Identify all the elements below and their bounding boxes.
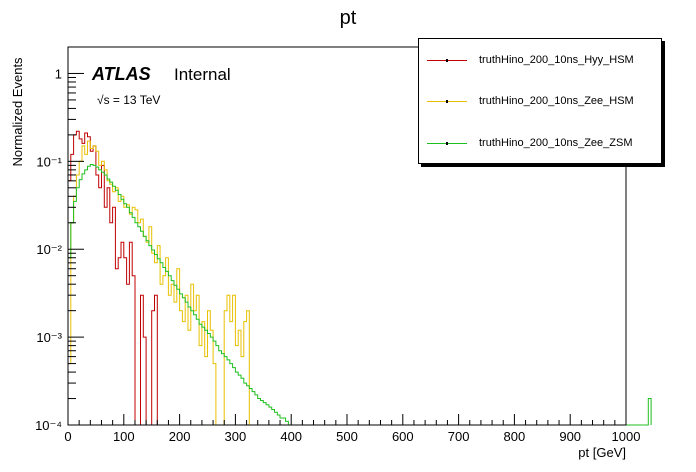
x-tick-label: 500 bbox=[336, 429, 358, 444]
y-tick-label: 10⁻³ bbox=[36, 330, 62, 345]
legend-swatch-zee-zsm bbox=[427, 141, 467, 145]
energy-label: √s = 13 TeV bbox=[97, 93, 160, 107]
chart-title: pt bbox=[340, 7, 357, 29]
x-tick-label: 400 bbox=[280, 429, 302, 444]
atlas-label: ATLAS bbox=[91, 64, 151, 84]
y-tick-label: 10⁻¹ bbox=[36, 154, 62, 169]
x-tick-label: 100 bbox=[113, 429, 135, 444]
legend-swatch-zee-hsm bbox=[427, 99, 467, 103]
x-axis: 0 100 200 300 400 500 600 700 800 900 1000 bbox=[64, 414, 640, 444]
y-axis-label: Normalized Events bbox=[10, 57, 25, 167]
series-line-1 bbox=[67, 140, 258, 426]
x-axis-label: pt [GeV] bbox=[578, 445, 626, 460]
y-tick-label: 1 bbox=[55, 66, 62, 81]
x-tick-label: 1000 bbox=[612, 429, 641, 444]
y-tick-label: 10⁻⁴ bbox=[35, 418, 62, 433]
x-tick-label: 700 bbox=[448, 429, 470, 444]
legend-label-zee-hsm: truthHino_200_10ns_Zee_HSM bbox=[479, 95, 634, 107]
series-line-0 bbox=[67, 130, 183, 426]
legend-item-zee-hsm: truthHino_200_10ns_Zee_HSM bbox=[427, 93, 634, 109]
x-tick-label: 600 bbox=[392, 429, 414, 444]
x-tick-label: 300 bbox=[225, 429, 247, 444]
y-tick-label: 10⁻² bbox=[36, 242, 62, 257]
legend-item-zee-zsm: truthHino_200_10ns_Zee_ZSM bbox=[427, 135, 632, 151]
legend-label-hyy-hsm: truthHino_200_10ns_Hyy_HSM bbox=[479, 54, 634, 66]
legend-swatch-hyy-hsm bbox=[427, 58, 467, 62]
x-tick-label: 900 bbox=[559, 429, 581, 444]
legend-item-hyy-hsm: truthHino_200_10ns_Hyy_HSM bbox=[427, 52, 634, 68]
series-layer bbox=[67, 130, 652, 426]
x-tick-label: 0 bbox=[64, 429, 71, 444]
y-axis: 10⁻⁴ 10⁻³ 10⁻² 10⁻¹ 1 bbox=[35, 46, 84, 433]
x-tick-label: 800 bbox=[504, 429, 526, 444]
legend: truthHino_200_10ns_Hyy_HSM truthHino_200… bbox=[418, 38, 662, 164]
x-tick-label: 200 bbox=[169, 429, 191, 444]
atlas-sublabel: Internal bbox=[174, 65, 231, 84]
legend-label-zee-zsm: truthHino_200_10ns_Zee_ZSM bbox=[479, 137, 633, 149]
